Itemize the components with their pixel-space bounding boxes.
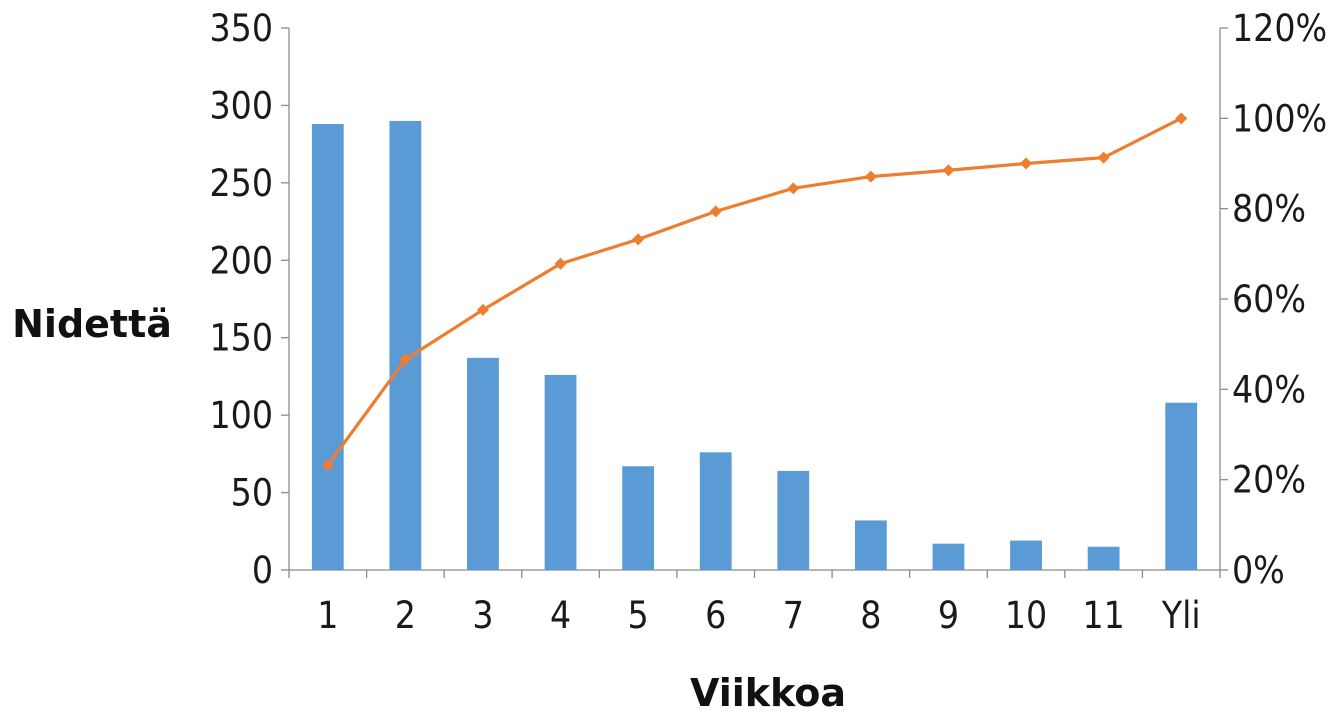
cumulative-point: [321, 459, 334, 472]
left-axis-tick-label: 250: [209, 162, 273, 205]
bar: [467, 357, 499, 570]
x-axis-tick-label: 2: [395, 594, 416, 637]
left-axis-tick-label: 300: [209, 84, 273, 127]
left-axis-tick-label: 350: [209, 7, 273, 50]
right-axis-tick-label: 20%: [1232, 459, 1306, 502]
left-axis-tick-label: 50: [231, 472, 273, 515]
x-axis-tick-label: 9: [938, 594, 959, 637]
axes: [281, 27, 1228, 578]
cumulative-point: [1097, 151, 1110, 164]
x-axis-tick-label: 10: [1005, 594, 1047, 637]
bar: [932, 543, 965, 570]
cumulative-point: [399, 353, 412, 366]
x-axis-tick-label: 6: [705, 594, 726, 637]
cumulative-point: [942, 164, 955, 177]
cumulative-point: [554, 257, 567, 270]
right-axis-tick-label: 0%: [1232, 549, 1285, 592]
right-axis-tick-label: 80%: [1232, 188, 1306, 231]
right-axis-tick-label: 40%: [1232, 368, 1306, 411]
x-axis-tick-label: 3: [472, 594, 493, 637]
bar: [1165, 402, 1198, 570]
left-axis-tick-label: 100: [209, 394, 273, 437]
bar: [854, 520, 887, 570]
cumulative-point: [476, 303, 489, 316]
x-axis-tick-label: 1: [317, 594, 338, 637]
x-axis-title: Viikkoa: [690, 671, 846, 713]
bar: [1087, 546, 1120, 570]
bar: [389, 120, 422, 571]
bar: [699, 452, 732, 570]
right-axis-tick-label: 60%: [1232, 278, 1306, 321]
bar: [622, 466, 655, 570]
right-axis-tick-label: 100%: [1232, 97, 1327, 140]
bar: [311, 124, 344, 571]
cumulative-line: [326, 116, 1182, 467]
x-axis-tick-label: 11: [1082, 594, 1124, 637]
cumulative-point: [1175, 112, 1188, 125]
bar: [777, 470, 810, 570]
x-axis-tick-label: 8: [860, 594, 881, 637]
tick-labels: 0 50 100 150 200 250 300 350 0% 20% 40% 60% 80% 100% 1…: [209, 7, 1327, 637]
bar-series: [311, 120, 1198, 571]
right-axis-tick-label: 120%: [1232, 7, 1327, 50]
x-axis-tick-label: 5: [628, 594, 649, 637]
left-axis-tick-label: 200: [209, 239, 273, 282]
y-axis-title: Nidettä: [12, 302, 172, 346]
cumulative-point: [1020, 157, 1033, 170]
cumulative-point: [864, 170, 877, 183]
cumulative-point: [709, 205, 722, 218]
x-axis-tick-label: 7: [783, 594, 804, 637]
cumulative-point: [787, 182, 800, 195]
cumulative-line-series: [321, 112, 1188, 472]
left-axis-tick-label: 0: [252, 549, 273, 592]
x-axis-tick-label: Yli: [1161, 594, 1201, 637]
left-axis-tick-label: 150: [209, 317, 273, 360]
cumulative-point: [632, 233, 645, 246]
bar: [1010, 540, 1042, 570]
bar: [544, 374, 577, 570]
x-axis-tick-label: 4: [550, 594, 571, 637]
